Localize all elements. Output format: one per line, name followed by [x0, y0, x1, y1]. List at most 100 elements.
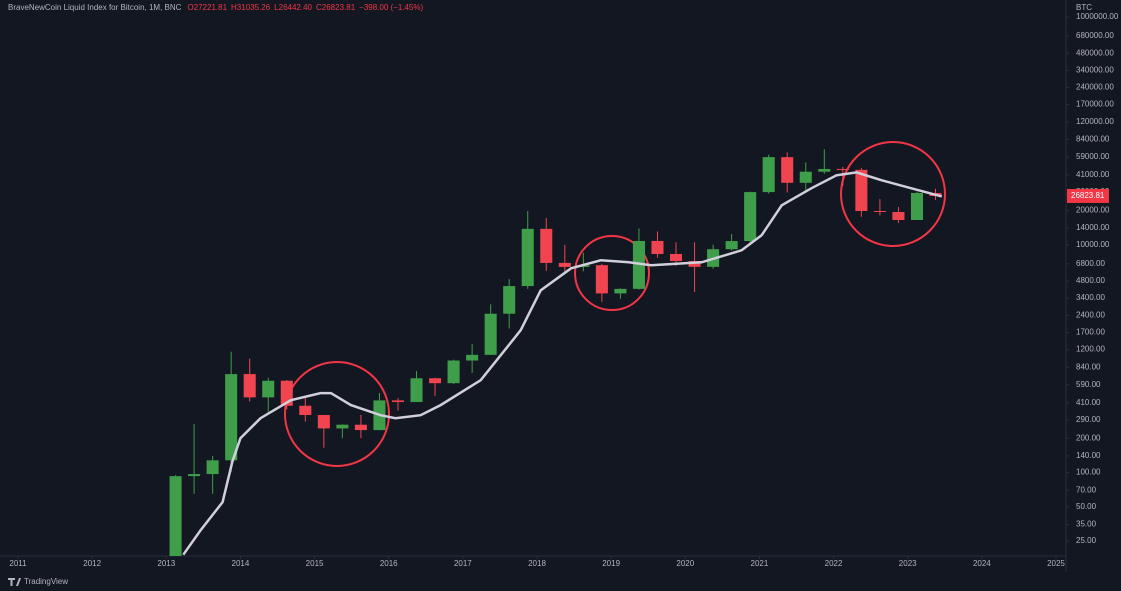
y-tick-label: 50.00 — [1076, 502, 1097, 511]
candle-body — [484, 313, 497, 355]
plot-area — [169, 149, 943, 556]
y-tick-label: 480000.00 — [1076, 48, 1114, 57]
candle-body — [669, 253, 683, 262]
candle-body — [317, 415, 330, 429]
y-tick-label: 59000.00 — [1076, 152, 1110, 161]
y-tick-label: 290.00 — [1076, 415, 1101, 424]
candle-body — [391, 400, 405, 403]
candle-body — [818, 168, 831, 172]
x-tick-label: 2018 — [528, 559, 546, 568]
y-tick-label: 240000.00 — [1076, 83, 1114, 92]
candle-body — [225, 374, 238, 461]
candle-body — [188, 474, 201, 477]
x-tick-label: 2011 — [9, 559, 27, 568]
candle-body — [873, 210, 886, 212]
candle-body — [206, 460, 219, 475]
y-tick-label: 70.00 — [1076, 485, 1097, 494]
header-value: C26823.81 — [316, 3, 356, 12]
candle-body — [910, 192, 923, 220]
y-tick-label: 140.00 — [1076, 451, 1101, 460]
x-tick-label: 2012 — [83, 559, 101, 568]
candle-body — [410, 378, 423, 403]
brand-name: TradingView — [24, 577, 68, 586]
last-price-label: 26823.81 — [1071, 191, 1105, 200]
y-tick-label: 680000.00 — [1076, 31, 1114, 40]
candle-body — [744, 192, 757, 242]
candle-body — [169, 476, 182, 556]
y-tick-label: 340000.00 — [1076, 65, 1114, 74]
y-tick-label: 84000.00 — [1076, 135, 1110, 144]
candle-body — [836, 168, 849, 170]
candle-body — [503, 286, 516, 314]
brand: TradingView — [8, 577, 68, 586]
y-tick-label: 200.00 — [1076, 433, 1101, 442]
candle-body — [243, 374, 256, 398]
y-tick-label: 3400.00 — [1076, 293, 1105, 302]
x-tick-label: 2022 — [825, 559, 843, 568]
y-tick-label: 4800.00 — [1076, 276, 1105, 285]
brand-logo — [8, 578, 21, 586]
candle-body — [466, 354, 479, 361]
symbol: BTC — [1076, 3, 1092, 12]
y-tick-label: 410.00 — [1076, 398, 1101, 407]
y-tick-label: 170000.00 — [1076, 100, 1114, 109]
candle-body — [632, 240, 645, 289]
y-tick-label: 10000.00 — [1076, 240, 1110, 249]
header: BraveNewCoin Liquid Index for Bitcoin, 1… — [8, 3, 424, 12]
candle-body — [299, 405, 312, 416]
candle-body — [799, 171, 812, 183]
candle-body — [262, 380, 275, 398]
y-tick-label: 14000.00 — [1076, 223, 1110, 232]
y-tick-label: 1200.00 — [1076, 345, 1105, 354]
x-tick-label: 2025 — [1047, 559, 1065, 568]
candle-body — [781, 157, 794, 183]
candle-body — [540, 228, 553, 263]
last-price-box — [1067, 188, 1109, 203]
candle-body — [762, 157, 775, 193]
candle-body — [336, 424, 349, 429]
y-tick-label: 1700.00 — [1076, 328, 1105, 337]
header-value: O27221.81 — [187, 3, 227, 12]
candle-body — [651, 240, 664, 254]
y-tick-label: 25.00 — [1076, 536, 1097, 545]
chart-title: BraveNewCoin Liquid Index for Bitcoin, 1… — [8, 3, 182, 12]
highlight-circle — [574, 235, 650, 311]
candle-body — [354, 424, 367, 431]
y-tick-label: 100.00 — [1076, 468, 1101, 477]
candle-body — [725, 241, 738, 250]
candle-body — [521, 228, 534, 287]
y-tick-label: 120000.00 — [1076, 117, 1114, 126]
y-tick-label: 840.00 — [1076, 362, 1101, 371]
candle-body — [892, 211, 905, 220]
candle-body — [558, 262, 571, 267]
candle-body — [429, 378, 442, 384]
y-tick-label: 41000.00 — [1076, 170, 1110, 179]
x-tick-label: 2013 — [157, 559, 175, 568]
x-tick-label: 2017 — [454, 559, 472, 568]
x-tick-label: 2024 — [973, 559, 991, 568]
header-value: L26442.40 — [274, 3, 312, 12]
y-tick-label: 2400.00 — [1076, 310, 1105, 319]
y-tick-label: 20000.00 — [1076, 206, 1110, 215]
highlight-circle — [284, 361, 390, 467]
moving-average — [182, 171, 943, 556]
y-tick-label: 1000000.00 — [1076, 12, 1119, 21]
x-tick-label: 2021 — [751, 559, 769, 568]
y-tick-label: 590.00 — [1076, 380, 1101, 389]
candle-body — [614, 288, 627, 294]
highlight-circle — [840, 141, 946, 247]
y-tick-label: 35.00 — [1076, 520, 1097, 529]
candle-body — [855, 169, 868, 211]
x-tick-label: 2023 — [899, 559, 917, 568]
candle-body — [595, 265, 608, 294]
header-value: −398.00 (−1.45%) — [359, 3, 423, 12]
x-tick-label: 2020 — [676, 559, 694, 568]
y-tick-label: 6800.00 — [1076, 259, 1105, 268]
candle-body — [447, 360, 460, 384]
x-tick-label: 2014 — [232, 559, 250, 568]
x-tick-label: 2019 — [602, 559, 620, 568]
x-tick-label: 2016 — [380, 559, 398, 568]
header-value: H31035.26 — [231, 3, 271, 12]
